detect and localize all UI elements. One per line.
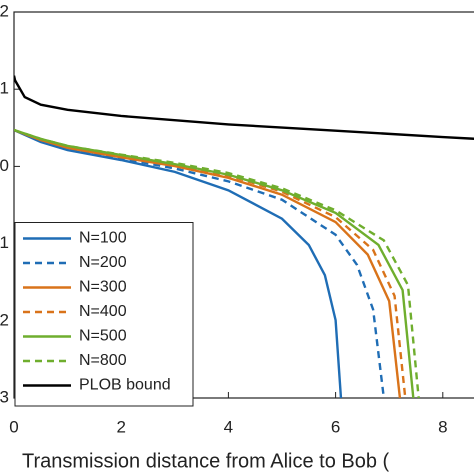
x-axis-label: Transmission distance from Alice to Bob … [22, 450, 390, 472]
legend-label: N=200 [79, 254, 127, 271]
series-line [14, 75, 474, 140]
plot-frame [13, 11, 474, 399]
legend-label: N=100 [79, 230, 127, 247]
series-line [14, 128, 386, 398]
series-line [14, 128, 420, 398]
legend-label: N=800 [79, 352, 127, 369]
legend-label: PLOB bound [79, 377, 171, 394]
series-line [14, 128, 402, 398]
y-tick-label: 1 [0, 79, 9, 98]
series-line [14, 128, 343, 398]
legend-label: N=400 [79, 303, 127, 320]
y-tick-label: 0 [0, 156, 9, 175]
plot-area [14, 75, 474, 398]
y-tick-label: 1 [0, 233, 9, 252]
x-tick-label: 6 [331, 417, 340, 436]
legend-label: N=500 [79, 328, 127, 345]
x-tick-label: 0 [9, 417, 18, 436]
legend-label: N=300 [79, 279, 127, 296]
x-tick-label: 4 [224, 417, 233, 436]
series-line [14, 128, 415, 398]
y-tick-label: 3 [0, 387, 9, 406]
x-tick-label: 8 [438, 417, 447, 436]
y-tick-label: 2 [0, 1, 9, 20]
x-tick-label: 2 [116, 417, 125, 436]
legend-box [14, 222, 194, 407]
y-tick-label: 2 [0, 310, 9, 329]
